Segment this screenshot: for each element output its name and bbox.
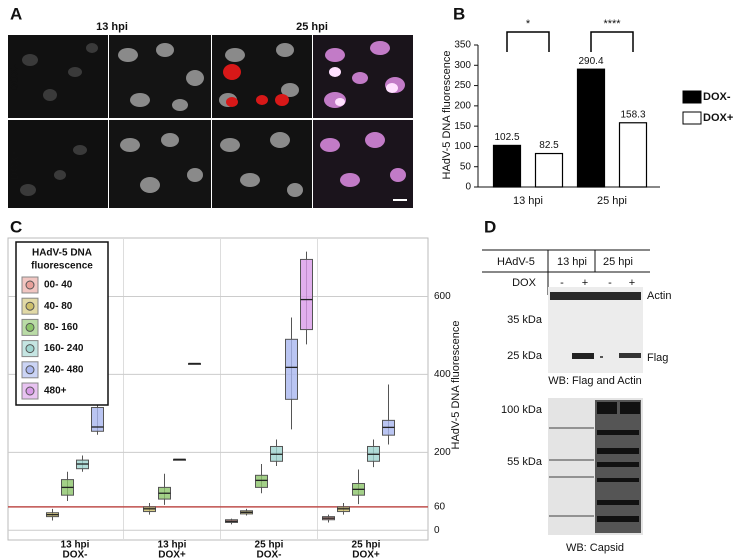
marker-label: 55 kDa	[507, 456, 543, 468]
y-tick-label: 200	[434, 447, 451, 458]
legend-title: fluorescence	[31, 261, 93, 272]
legend-title: HAdV-5 DNA	[32, 248, 92, 259]
band-label: Flag	[647, 352, 668, 364]
blot-caption: WB: Flag and Actin	[548, 375, 642, 387]
panel-label: D	[484, 217, 496, 236]
legend-label: 40- 80	[44, 301, 73, 312]
bar	[534, 152, 564, 188]
blot-caption: WB: Capsid	[566, 542, 624, 554]
dox-sign: -	[608, 277, 612, 289]
bar	[618, 122, 648, 188]
legend-marker	[25, 344, 35, 354]
legend-label: 00- 40	[44, 280, 73, 291]
bar	[576, 68, 606, 188]
box	[285, 338, 298, 400]
y-tick-label: 350	[454, 40, 471, 51]
y-tick-label: 150	[454, 121, 471, 132]
legend-label: DOX-	[703, 91, 731, 103]
significance-bracket	[590, 31, 634, 52]
dox-sign: +	[582, 277, 588, 289]
x-tick-label: 13 hpi	[513, 195, 543, 207]
x-tick-label: 13 hpi	[61, 540, 90, 551]
y-tick-label: 200	[454, 100, 471, 111]
box	[91, 407, 104, 432]
blot-header-label: HAdV-5	[497, 256, 535, 268]
x-tick-label: DOX+	[352, 550, 380, 558]
y-tick-label: 300	[454, 60, 471, 71]
column-label: 13 hpi	[96, 21, 128, 33]
dox-sign: +	[629, 277, 635, 289]
y-tick-label: 100	[454, 141, 471, 152]
x-tick-label: 25 hpi	[255, 540, 284, 551]
timepoint-label: 25 hpi	[603, 256, 633, 268]
legend-label: 480+	[44, 386, 67, 397]
timepoint-label: 13 hpi	[557, 256, 587, 268]
legend-marker	[25, 301, 35, 311]
data-label: 158.3	[620, 109, 645, 120]
legend-swatch	[682, 90, 702, 104]
y-tick-label: 600	[434, 291, 451, 302]
significance-bracket	[506, 31, 550, 52]
x-tick-label: 25 hpi	[352, 540, 381, 551]
box	[255, 474, 268, 488]
panel-label: B	[453, 4, 465, 23]
bar	[492, 144, 522, 188]
panel-label: A	[10, 4, 22, 23]
legend-swatch	[682, 111, 702, 125]
x-tick-label: DOX-	[257, 550, 282, 558]
marker-label: 35 kDa	[507, 314, 543, 326]
dox-sign: -	[560, 277, 564, 289]
dox-label: DOX	[512, 277, 537, 289]
x-tick-label: DOX-	[63, 550, 88, 558]
y-tick-label: 400	[434, 369, 451, 380]
y-tick-label: 50	[460, 161, 472, 172]
x-tick-label: DOX+	[158, 550, 186, 558]
data-label: 290.4	[578, 56, 603, 67]
significance-label: ****	[603, 18, 621, 30]
legend-label: 160- 240	[44, 343, 84, 354]
blot-image	[548, 287, 643, 373]
legend-label: 80- 160	[44, 322, 78, 333]
box	[300, 258, 313, 331]
marker-label: 100 kDa	[501, 404, 543, 416]
micrograph-grid	[8, 35, 413, 208]
y-tick-label: 250	[454, 80, 471, 91]
x-tick-label: 13 hpi	[158, 540, 187, 551]
panel-label: C	[10, 217, 22, 236]
legend-marker	[25, 365, 35, 375]
data-label: 102.5	[494, 132, 519, 143]
legend-marker	[25, 322, 35, 332]
y-tick-label: 60	[434, 502, 446, 513]
legend-label: DOX+	[703, 112, 733, 124]
row-label: DOX-	[9, 64, 21, 92]
legend-label: 240- 480	[44, 364, 84, 375]
y-tick-label: 0	[465, 182, 471, 193]
row-label: DOX+	[9, 150, 21, 180]
data-label: 82.5	[539, 140, 559, 151]
y-axis-label: HAdV-5 DNA fluorescence	[450, 320, 462, 449]
x-tick-label: 25 hpi	[597, 195, 627, 207]
y-tick-label: 0	[434, 525, 440, 536]
significance-label: *	[526, 18, 531, 30]
band-label: Actin	[647, 290, 671, 302]
y-axis-label: HAdV-5 DNA fluorescence	[441, 50, 453, 179]
legend-marker	[25, 386, 35, 396]
marker-label: 25 kDa	[507, 350, 543, 362]
blot-image	[548, 398, 643, 535]
column-label: 25 hpi	[296, 21, 328, 33]
legend-marker	[25, 280, 35, 290]
